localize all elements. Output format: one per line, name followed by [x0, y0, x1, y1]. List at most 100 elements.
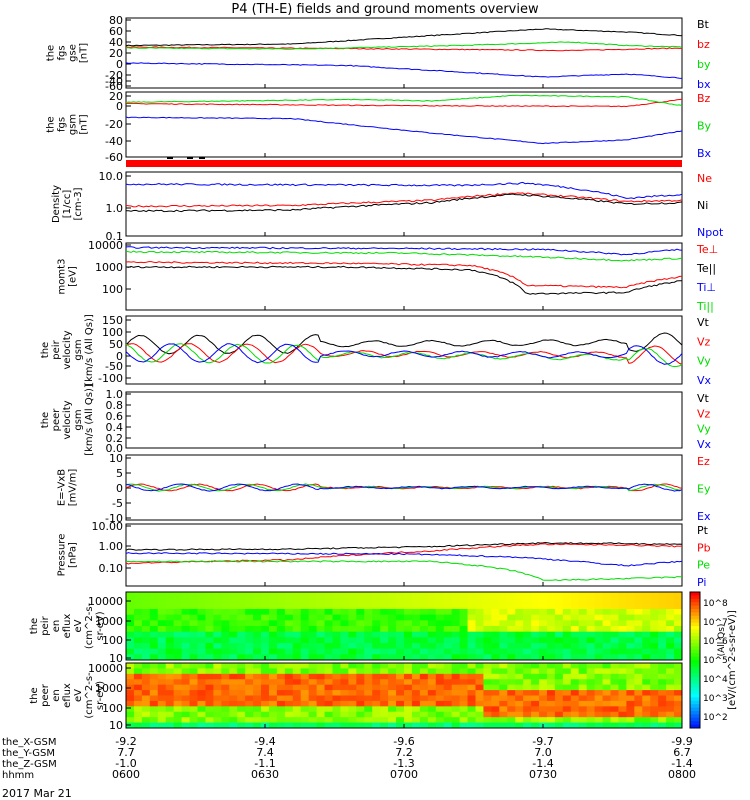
spectrogram-cell	[237, 626, 246, 633]
spectrogram-cell	[658, 706, 667, 713]
spectrogram-cell	[459, 690, 469, 696]
spectrogram-cell	[356, 654, 365, 661]
spectrogram-cell	[253, 673, 262, 680]
spectrogram-cell	[467, 695, 476, 702]
spectrogram-cell	[594, 609, 604, 616]
spectrogram-cell	[475, 637, 484, 644]
spectrogram-cell	[149, 637, 159, 644]
spectrogram-cell	[507, 654, 516, 661]
spectrogram-cell	[308, 679, 318, 686]
spectrogram-cell	[650, 626, 659, 633]
spectrogram-cell	[404, 592, 413, 599]
spectrogram-cell	[467, 668, 476, 675]
series-line-Pi	[125, 552, 683, 567]
spectrogram-cell	[292, 637, 302, 644]
spectrogram-cell	[284, 614, 294, 621]
colorbar-cell	[690, 619, 700, 624]
spectrogram-cell	[229, 654, 238, 661]
spectrogram-cell	[499, 597, 508, 604]
spectrogram-cell	[435, 717, 445, 724]
spectrogram-cell	[404, 597, 413, 604]
spectrogram-cell	[213, 631, 222, 638]
y-axis-label: gsm	[73, 409, 84, 430]
spectrogram-cell	[133, 592, 143, 599]
series-line-Bx	[125, 116, 683, 145]
spectrogram-cell	[213, 609, 222, 616]
spectrogram-cell	[626, 603, 635, 610]
spectrogram-cell	[546, 609, 556, 616]
colorbar-cell	[690, 609, 700, 613]
spectrogram-cell	[499, 706, 508, 713]
spectrogram-cell	[197, 690, 206, 696]
spectrogram-cell	[165, 609, 175, 616]
spectrogram-cell	[229, 663, 238, 669]
spectrogram-cell	[348, 609, 357, 616]
spectrogram-cell	[388, 668, 397, 675]
spectrogram-cell	[443, 722, 453, 729]
spectrogram-cell	[570, 597, 580, 604]
spectrogram-cell	[602, 679, 612, 686]
spectrogram-cell	[340, 643, 349, 650]
series-line-By	[125, 94, 683, 107]
spectrogram-cell	[173, 597, 183, 604]
spectrogram-cell	[618, 722, 627, 729]
spectrogram-cell	[610, 620, 619, 627]
spectrogram-cell	[173, 603, 183, 610]
spectrogram-cell	[261, 637, 270, 644]
spectrogram-cell	[626, 609, 635, 616]
spectrogram-cell	[515, 690, 524, 696]
spectrogram-cell	[642, 684, 651, 691]
spectrogram-cell	[634, 700, 643, 707]
spectrogram-cell	[404, 637, 413, 644]
spectrogram-cell	[229, 684, 238, 691]
spectrogram-cell	[348, 603, 357, 610]
spectrogram-cell	[284, 722, 294, 729]
spectrogram-cell	[165, 603, 175, 610]
spectrogram-cell	[404, 614, 413, 621]
spectrogram-cell	[427, 722, 437, 729]
y-tick-label: 50	[109, 338, 123, 351]
spectrogram-cell	[372, 717, 381, 724]
spectrogram-cell	[523, 643, 532, 650]
spectrogram-cell	[578, 684, 588, 691]
spectrogram-cell	[276, 609, 286, 616]
legend-By: By	[697, 120, 712, 133]
spectrogram-cell	[531, 592, 540, 599]
spectrogram-cell	[133, 597, 143, 604]
spectrogram-cell	[173, 637, 183, 644]
spectrogram-cell	[213, 626, 222, 633]
spectrogram-cell	[197, 700, 206, 707]
spectrogram-cell	[666, 684, 675, 691]
spectrogram-cell	[539, 690, 548, 696]
spectrogram-cell	[173, 711, 183, 718]
spectrogram-cell	[388, 648, 397, 655]
spectrogram-cell	[348, 614, 357, 621]
spectrogram-cell	[411, 690, 421, 696]
spectrogram-cell	[292, 690, 302, 696]
spectrogram-cell	[332, 706, 341, 713]
spectrogram-cell	[674, 706, 683, 713]
spectrogram-cell	[586, 620, 596, 627]
spectrogram-cell	[292, 643, 302, 650]
y-tick-label: 40	[109, 36, 123, 49]
spectrogram-cell	[396, 609, 405, 616]
spectrogram-cell	[316, 684, 326, 691]
y-tick-label: 100	[102, 283, 123, 296]
spectrogram-cell	[332, 690, 341, 696]
spectrogram-cell	[126, 711, 135, 718]
spectrogram-cell	[189, 679, 198, 686]
spectrogram-cell	[126, 679, 135, 686]
spectrogram-cell	[666, 592, 675, 599]
spectrogram-cell	[340, 614, 349, 621]
legend-Vx: Vx	[697, 438, 712, 451]
spectrogram-cell	[586, 711, 596, 718]
time-axis-value: 0800	[668, 768, 696, 781]
spectrogram-cell	[515, 717, 524, 724]
spectrogram-cell	[332, 668, 341, 675]
spectrogram-cell	[586, 684, 596, 691]
spectrogram-cell	[634, 654, 643, 661]
series-line-Vz	[125, 343, 683, 365]
spectrogram-cell	[650, 620, 659, 627]
legend-Ey: Ey	[697, 483, 711, 496]
spectrogram-cell	[324, 690, 334, 696]
